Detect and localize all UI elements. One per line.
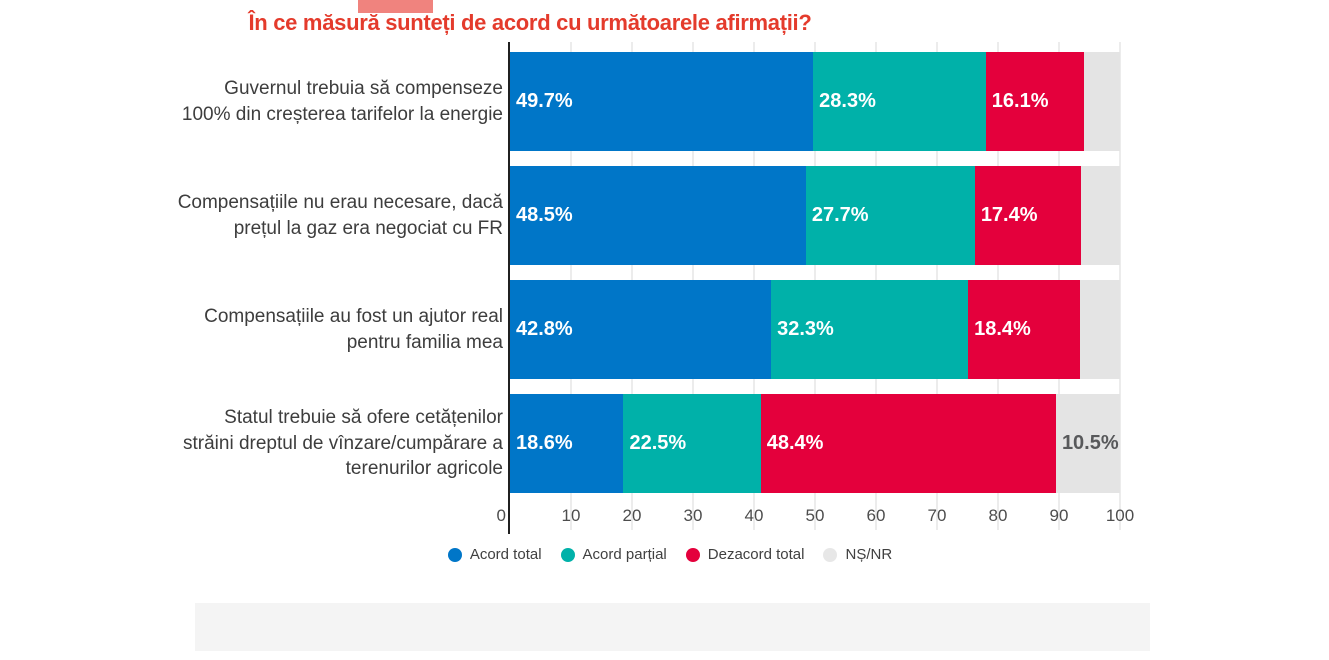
accent-rectangle (358, 0, 433, 13)
bar-segment-acord-total: 18.6% (510, 394, 624, 493)
x-tick-label: 10 (561, 506, 581, 525)
bar-value-label: 49.7% (516, 90, 573, 112)
x-tick-label: 40 (744, 506, 764, 525)
legend-item: Dezacord total (685, 546, 805, 563)
bar-value-label: 17.4% (980, 204, 1038, 226)
y-axis-line (508, 42, 510, 534)
bar-segment-acord-par-ial: 27.7% (805, 166, 975, 265)
bar-segment-n-nr (1080, 166, 1120, 265)
legend-item: NȘ/NR (823, 546, 892, 563)
legend-label: Acord total (469, 546, 542, 563)
category-label: Compensațiile au fost un ajutor real pen… (204, 305, 503, 353)
bar-segment-acord-par-ial: 22.5% (623, 394, 761, 493)
x-tick-label: 50 (805, 506, 825, 525)
x-tick-label: 20 (622, 506, 642, 525)
bottom-band (195, 603, 1150, 651)
x-tick-label: 90 (1049, 506, 1069, 525)
legend-dot-icon (685, 547, 700, 562)
x-tick-label: 100 (1105, 506, 1135, 525)
bar-segment-dezacord-total: 48.4% (760, 394, 1056, 493)
bar-row: 42.8% 32.3% 18.4% (510, 280, 1120, 379)
bar-value-label: 32.3% (777, 318, 834, 340)
bar-value-label: 42.8% (516, 318, 573, 340)
bar-segment-acord-par-ial: 28.3% (813, 52, 986, 151)
x-tick-label: 0 (496, 506, 506, 525)
bar-row: 49.7% 28.3% 16.1% (510, 52, 1120, 151)
bar-segment-n-nr: 10.5% (1055, 394, 1120, 493)
x-tick-label: 30 (683, 506, 703, 525)
category-label: Guvernul trebuia să compenseze 100% din … (181, 77, 503, 125)
x-tick-label: 70 (927, 506, 947, 525)
legend-dot-icon (560, 547, 575, 562)
bar-value-label: 22.5% (629, 432, 687, 454)
legend-label: NȘ/NR (845, 546, 893, 563)
bar-segment-n-nr (1080, 280, 1120, 379)
legend-dot-icon (823, 547, 838, 562)
bar-value-label: 18.6% (516, 432, 573, 454)
bar-value-label: 28.3% (819, 90, 876, 112)
category-label: Statul trebuie să ofere cetățenilor stră… (183, 407, 503, 480)
bar-segment-dezacord-total: 18.4% (968, 280, 1081, 379)
bar-segment-acord-total: 42.8% (510, 280, 772, 379)
legend-label: Acord parțial (582, 546, 667, 563)
legend-item: Acord total (447, 546, 542, 563)
chart-legend: Acord total Acord parțial Dezacord total NȘ… (190, 546, 1150, 563)
bar-segment-dezacord-total: 17.4% (974, 166, 1081, 265)
bar-row: 18.6% 22.5% 48.4% 10.5% (510, 394, 1120, 493)
bar-segment-n-nr (1083, 52, 1120, 151)
bar-segment-dezacord-total: 16.1% (985, 52, 1084, 151)
legend-dot-icon (447, 547, 462, 562)
bar-segment-acord-total: 48.5% (510, 166, 806, 265)
x-tick-label: 60 (866, 506, 886, 525)
bar-value-label: 48.5% (516, 204, 573, 226)
chart-title: În ce măsură sunteți de acord cu următoa… (248, 10, 812, 35)
bar-row: 48.5% 27.7% 17.4% (510, 166, 1120, 265)
bar-value-label: 16.1% (991, 90, 1049, 112)
bar-value-label: 18.4% (974, 318, 1031, 340)
legend-item: Acord parțial (560, 546, 667, 563)
bar-value-label: 48.4% (766, 432, 824, 454)
bar-value-label: 10.5% (1061, 432, 1119, 454)
bar-segment-acord-par-ial: 32.3% (771, 280, 969, 379)
category-label: Compensațiile nu erau necesare, dacă pre… (177, 191, 503, 239)
x-tick-label: 80 (988, 506, 1008, 525)
gridline-100 (1119, 42, 1121, 530)
bar-value-label: 27.7% (811, 204, 869, 226)
bar-segment-acord-total: 49.7% (510, 52, 814, 151)
legend-label: Dezacord total (707, 546, 805, 563)
